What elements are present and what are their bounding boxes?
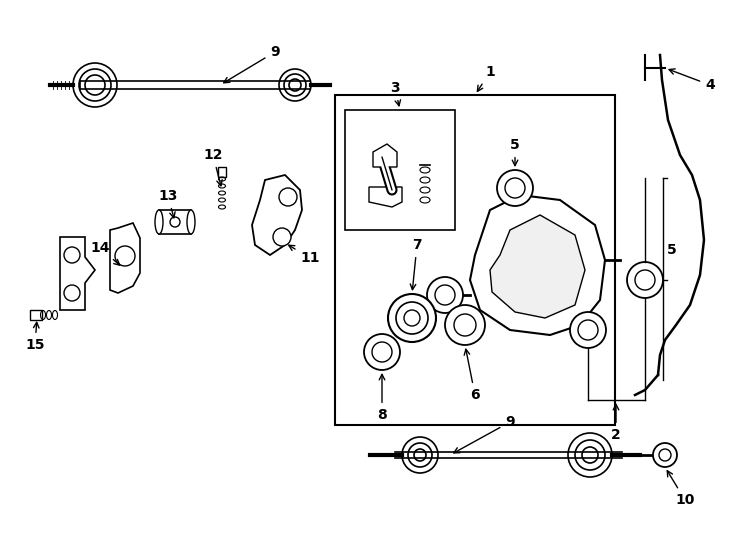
Text: 3: 3 <box>390 81 401 106</box>
Ellipse shape <box>155 210 163 234</box>
Circle shape <box>404 310 420 326</box>
Polygon shape <box>470 195 605 335</box>
Circle shape <box>659 449 671 461</box>
Text: 9: 9 <box>454 415 515 453</box>
Polygon shape <box>373 144 397 167</box>
Bar <box>218 167 226 177</box>
Circle shape <box>64 247 80 263</box>
Polygon shape <box>60 237 95 310</box>
Polygon shape <box>252 175 302 255</box>
Bar <box>345 110 455 230</box>
Circle shape <box>64 285 80 301</box>
Bar <box>335 95 615 425</box>
Circle shape <box>435 285 455 305</box>
Circle shape <box>364 334 400 370</box>
Bar <box>30 310 42 320</box>
Text: 14: 14 <box>90 241 120 265</box>
Text: 1: 1 <box>477 65 495 91</box>
Polygon shape <box>490 215 585 318</box>
Circle shape <box>635 270 655 290</box>
Text: 9: 9 <box>224 45 280 83</box>
Polygon shape <box>110 223 140 293</box>
Text: 10: 10 <box>667 471 694 507</box>
Text: 12: 12 <box>203 148 222 186</box>
Text: 13: 13 <box>159 189 178 218</box>
Circle shape <box>388 294 436 342</box>
Polygon shape <box>369 187 402 207</box>
Text: 15: 15 <box>25 322 45 352</box>
Circle shape <box>653 443 677 467</box>
Bar <box>159 210 191 234</box>
Text: 4: 4 <box>669 69 715 92</box>
Ellipse shape <box>170 217 180 227</box>
Text: 8: 8 <box>377 374 387 422</box>
Circle shape <box>627 262 663 298</box>
Circle shape <box>396 302 428 334</box>
Ellipse shape <box>187 210 195 234</box>
Text: 5: 5 <box>667 243 677 257</box>
Circle shape <box>454 314 476 336</box>
Text: 5: 5 <box>510 138 520 166</box>
Circle shape <box>279 188 297 206</box>
Circle shape <box>445 305 485 345</box>
Text: 7: 7 <box>410 238 422 289</box>
Circle shape <box>570 312 606 348</box>
Circle shape <box>427 277 463 313</box>
Text: 11: 11 <box>288 245 320 265</box>
Text: 6: 6 <box>464 349 480 402</box>
Circle shape <box>372 342 392 362</box>
Circle shape <box>578 320 598 340</box>
Circle shape <box>273 228 291 246</box>
Circle shape <box>115 246 135 266</box>
Text: 2: 2 <box>611 404 621 442</box>
Circle shape <box>505 178 525 198</box>
Circle shape <box>497 170 533 206</box>
